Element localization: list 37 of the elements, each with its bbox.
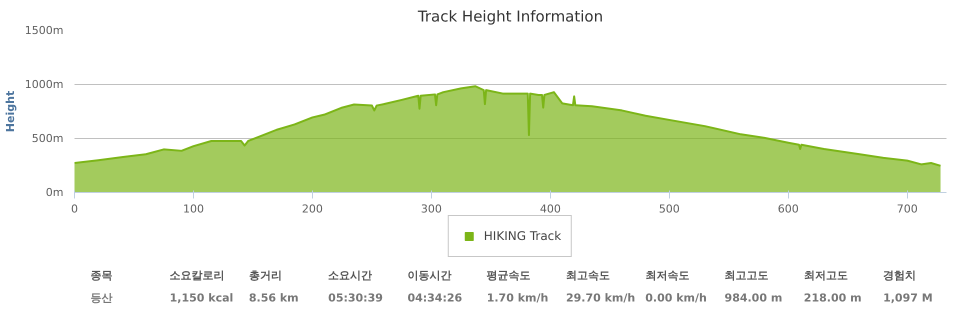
y-tick-label: 500m [32,132,64,145]
text: 이동시간 [407,269,452,282]
x-tick-label: 300 [420,202,442,216]
x-tick-label: 500 [658,202,680,216]
text: 소요시간 [328,269,372,282]
text: 1,150 kcal [170,292,234,305]
y-tick-label: 1000m [24,78,64,91]
text: 평균속도 [486,269,531,282]
text: 최저고도 [804,269,848,282]
text: 218.00 m [804,292,862,305]
text: 최저속도 [645,269,690,282]
x-tick-label: 400 [540,202,561,216]
y-axis-title: Height [4,90,17,132]
x-tick-label: 200 [302,202,323,216]
text: 종목 [90,269,112,282]
text: 984.00 m [724,292,782,305]
x-tick-label: 0 [71,202,78,216]
legend-label: HIKING Track [484,229,562,243]
text: 최고속도 [566,269,610,282]
y-tick-label: 0m [46,186,64,199]
x-tick-label: 100 [182,202,204,216]
text: 총거리 [248,269,282,282]
text: 경험치 [883,269,916,282]
text: 05:30:39 [328,292,383,305]
text: 8.56 km [248,292,299,305]
text: 최고고도 [724,269,769,282]
text: 04:34:26 [407,292,463,305]
x-tick-label: 700 [896,202,918,216]
text: 0.00 km/h [645,292,707,305]
x-tick-label: 600 [778,202,799,216]
chart-title: Track Height Information [416,8,604,26]
text: 소요칼로리 [170,269,225,282]
text: 1.70 km/h [486,292,548,305]
text: 29.70 km/h [566,292,636,305]
text: 1,097 M [883,292,933,305]
y-tick-label: 1500m [24,24,64,37]
text: 등산 [90,292,112,305]
